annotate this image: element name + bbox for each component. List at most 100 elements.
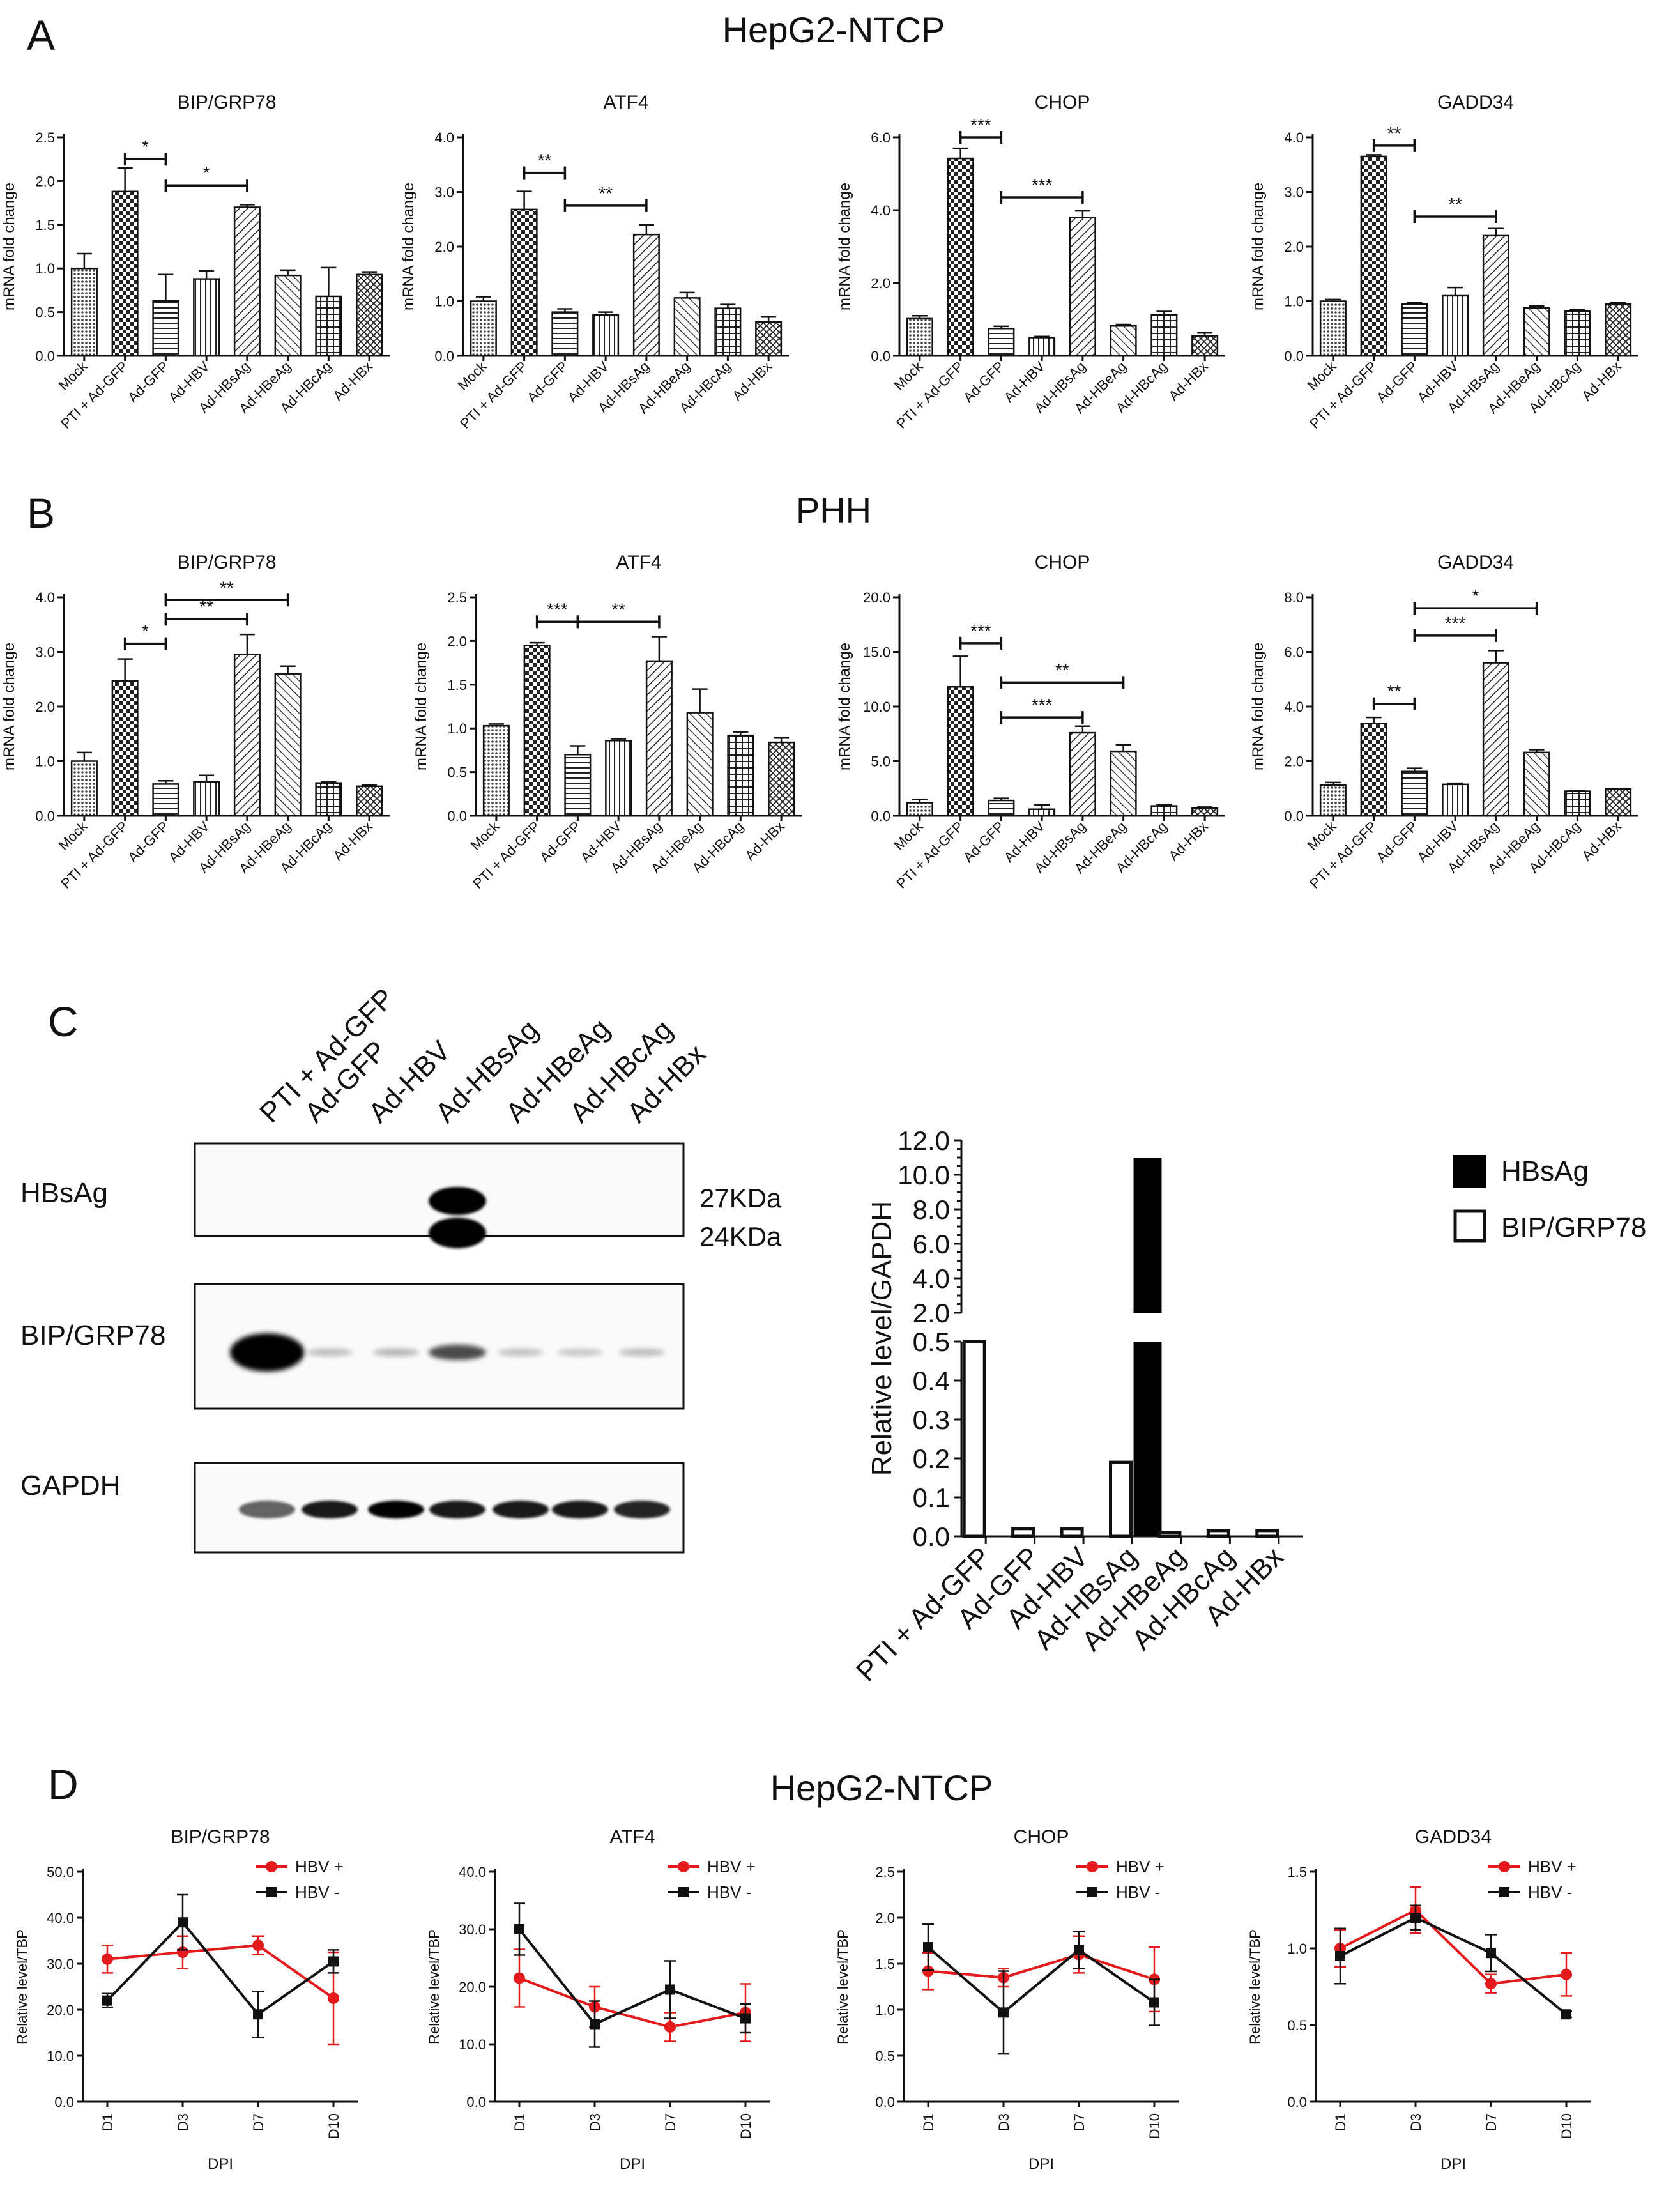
data-point-hbv-neg — [253, 2009, 263, 2020]
error-bar — [1156, 310, 1172, 316]
bar — [1605, 303, 1632, 357]
data-point-hbv-neg — [740, 2013, 751, 2024]
x-tick-label: D3 — [587, 2113, 603, 2131]
bar — [111, 680, 139, 817]
significance-label: ** — [199, 597, 213, 616]
bar — [1564, 310, 1591, 357]
y-tick-label: 0.5 — [875, 2048, 895, 2064]
significance-label: * — [1472, 586, 1479, 606]
x-tick-label: Ad-HBx — [1578, 818, 1624, 864]
error-bar — [1447, 782, 1463, 784]
error-bar — [158, 273, 174, 301]
bar-bip-lower — [962, 1340, 986, 1538]
y-tick-label: 30.0 — [47, 1956, 74, 1972]
data-point-hbv-pos — [1561, 1968, 1572, 1980]
y-tick-label: 1.0 — [434, 294, 454, 310]
data-point-hbv-pos — [328, 1992, 339, 2004]
error-bar — [557, 308, 573, 312]
legend-marker — [1087, 1861, 1098, 1872]
y-tick-label: 0.0 — [1284, 348, 1304, 364]
chart-title: ATF4 — [603, 92, 648, 113]
y-tick-label: 0.0 — [54, 2094, 74, 2110]
chart-title: GADD34 — [1437, 92, 1514, 113]
error-bar — [1115, 323, 1131, 326]
y-tick-label: 1.0 — [35, 261, 55, 277]
y-axis-label: Relative level/TBP — [1247, 1929, 1263, 2044]
x-axis-label: DPI — [1440, 2155, 1466, 2173]
error-bar — [570, 745, 586, 755]
y-tick-label: 20.0 — [863, 590, 890, 606]
data-point-hbv-neg — [1486, 1948, 1496, 1959]
error-bar — [1366, 716, 1382, 724]
significance-label: *** — [547, 599, 568, 619]
bar — [947, 157, 974, 357]
chart-title: CHOP — [1035, 552, 1090, 573]
section-title-d: HepG2-NTCP — [770, 1768, 993, 1808]
x-tick-label: Mock — [891, 358, 927, 394]
significance-label: ** — [1448, 194, 1462, 214]
x-tick-label: Ad-HBx — [1165, 358, 1210, 404]
y-axis-label: mRNA fold change — [836, 643, 853, 770]
data-point-hbv-pos — [922, 1965, 934, 1977]
bar — [632, 233, 660, 357]
y-tick-label: 6.0 — [1284, 645, 1304, 661]
error-bar — [1488, 650, 1504, 663]
bar — [356, 273, 383, 357]
bar — [193, 781, 220, 817]
significance-bracket — [123, 637, 167, 650]
panel-label-b: B — [27, 489, 55, 537]
error-bar — [76, 751, 92, 761]
significance-bracket — [1413, 602, 1538, 615]
error-bar — [1325, 298, 1341, 302]
data-point-hbv-pos — [514, 1972, 525, 1984]
y-tick-label: 50.0 — [47, 1864, 74, 1880]
significance-label: *** — [970, 115, 991, 135]
y-tick-label: 1.0 — [447, 721, 467, 737]
data-point-hbv-pos — [1485, 1978, 1497, 1990]
bar — [152, 783, 179, 817]
legend-marker — [266, 1887, 277, 1897]
x-tick-label: Ad-GFP — [1373, 358, 1421, 406]
bar — [1401, 770, 1428, 817]
y-tick-label: 0.5 — [35, 305, 55, 321]
x-tick-label: D1 — [1333, 2113, 1348, 2131]
x-tick-label: D3 — [996, 2113, 1012, 2131]
bar-bip — [1011, 1527, 1035, 1538]
y-tick-label: 2.0 — [447, 633, 467, 649]
legend-label: HBV - — [295, 1883, 339, 1902]
bar — [482, 724, 510, 817]
blot-band-hbsag-24kda — [429, 1218, 486, 1248]
x-tick-label: Mock — [891, 818, 927, 853]
y-tick-label: 10.0 — [863, 699, 890, 715]
y-tick-label: 2.0 — [35, 173, 55, 189]
significance-label: * — [142, 622, 149, 641]
y-axis-label: Relative level/GAPDH — [866, 1201, 897, 1476]
y-tick-label: 0.5 — [447, 765, 467, 781]
error-bar — [1488, 227, 1504, 236]
chart-title: ATF4 — [609, 1826, 655, 1847]
bar — [1028, 808, 1056, 817]
error-bar — [679, 291, 695, 298]
bar — [906, 317, 933, 357]
bar-chart-b-bip-grp78: BIP/GRP78 mRNA fold change 0.0 1.0 2.0 3.0 4.0… — [1, 552, 390, 892]
y-tick-label: 0.0 — [913, 1522, 950, 1552]
y-tick-label: 0.0 — [35, 808, 55, 824]
error-bar — [952, 655, 968, 687]
significance-label: ** — [1055, 660, 1069, 680]
bar — [645, 660, 673, 817]
y-tick-label: 0.0 — [871, 348, 890, 364]
legend-marker — [1499, 1887, 1509, 1897]
bar — [315, 295, 342, 357]
error-bar — [598, 311, 614, 315]
chart-title: GADD34 — [1415, 1826, 1492, 1847]
y-tick-label: 2.0 — [434, 239, 454, 255]
y-tick-label: 30.0 — [459, 1922, 486, 1938]
data-point-hbv-neg — [1561, 2009, 1571, 2020]
series-line-hbv-neg — [1340, 1916, 1568, 2015]
y-tick-label: 4.0 — [1284, 699, 1304, 715]
y-axis-label: Relative level/TBP — [835, 1929, 851, 2044]
bar — [988, 799, 1015, 817]
chart-title: BIP/GRP78 — [177, 92, 276, 113]
